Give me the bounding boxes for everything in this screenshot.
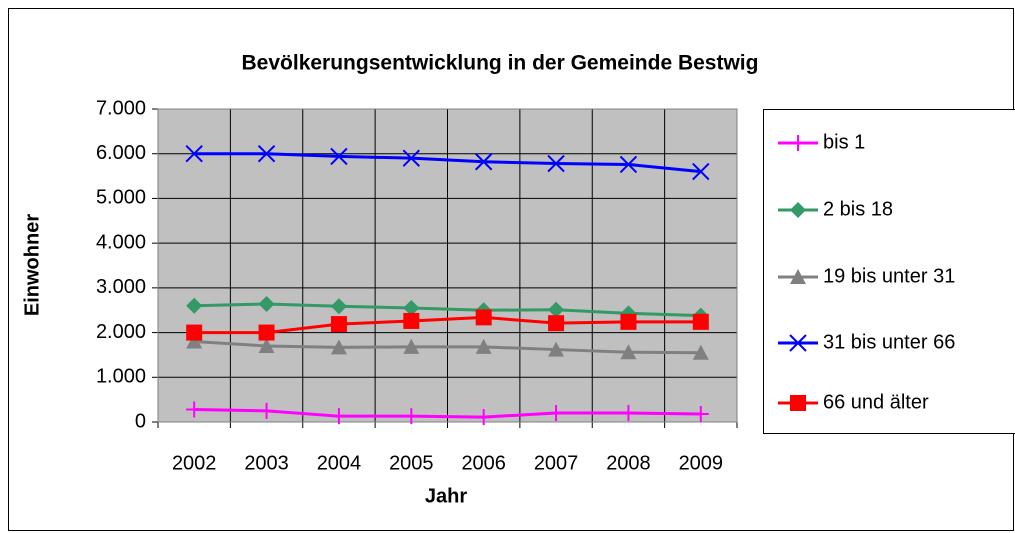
marker — [330, 316, 347, 333]
marker — [620, 313, 637, 330]
y-tick-label: 5.000 — [96, 187, 146, 209]
marker — [258, 295, 275, 312]
series-line — [194, 302, 701, 318]
marker — [475, 338, 492, 354]
marker — [547, 154, 565, 173]
marker — [186, 333, 203, 349]
marker — [692, 162, 710, 181]
chart-title: Bevölkerungsentwicklung in der Gemeinde … — [242, 52, 759, 75]
marker — [790, 135, 806, 151]
marker — [789, 334, 807, 352]
marker — [403, 299, 420, 316]
marker — [258, 402, 275, 419]
x-tick-label: 2009 — [679, 452, 724, 474]
marker — [790, 269, 806, 284]
x-tick-label: 2004 — [317, 452, 362, 474]
marker — [258, 324, 275, 341]
legend-label: bis 1 — [823, 131, 865, 153]
legend-label: 66 und älter — [823, 391, 929, 413]
marker — [403, 408, 420, 425]
y-tick-label: 4.000 — [96, 231, 146, 253]
plot-border — [157, 108, 738, 423]
marker — [548, 405, 565, 422]
x-tick-label: 2008 — [606, 452, 651, 474]
marker — [257, 145, 276, 163]
series-line — [194, 340, 701, 355]
y-tick-label: 2.000 — [96, 321, 146, 343]
legend-label: 2 bis 18 — [823, 198, 893, 220]
x-tick-label: 2006 — [461, 452, 506, 474]
legend-box — [763, 109, 1015, 434]
marker — [185, 145, 203, 163]
marker — [548, 301, 565, 318]
marker — [692, 344, 709, 360]
marker — [403, 312, 420, 329]
marker — [692, 405, 709, 422]
series-line — [194, 407, 701, 419]
marker — [258, 337, 275, 353]
legend-label: 19 bis unter 31 — [823, 265, 955, 287]
y-tick-label: 6.000 — [96, 142, 146, 164]
y-tick-label: 3.000 — [96, 276, 146, 298]
y-tick-label: 7.000 — [96, 97, 146, 119]
marker — [330, 339, 347, 355]
marker — [619, 155, 638, 174]
marker — [475, 409, 492, 426]
y-axis-title: Einwohner — [21, 214, 43, 316]
marker — [475, 309, 492, 326]
marker — [474, 153, 493, 171]
marker — [330, 298, 347, 315]
x-tick-label: 2007 — [534, 452, 579, 474]
x-tick-label: 2002 — [172, 452, 217, 474]
marker — [620, 405, 637, 422]
marker — [620, 344, 637, 360]
marker — [790, 395, 806, 411]
marker — [330, 408, 347, 425]
marker — [402, 149, 421, 167]
marker — [548, 341, 565, 357]
series-line — [194, 152, 701, 174]
marker — [790, 202, 806, 218]
marker — [692, 313, 709, 330]
marker — [186, 297, 203, 314]
x-tick-label: 2005 — [389, 452, 434, 474]
series-line — [194, 315, 701, 335]
marker — [330, 147, 348, 166]
y-tick-label: 1.000 — [96, 366, 146, 388]
x-tick-label: 2003 — [244, 452, 289, 474]
x-axis-title: Jahr — [425, 485, 467, 507]
marker — [403, 338, 420, 354]
marker — [186, 324, 203, 341]
y-tick-label: 0 — [135, 410, 146, 432]
marker — [548, 315, 565, 332]
marker — [186, 401, 203, 418]
legend-label: 31 bis unter 66 — [823, 331, 955, 353]
